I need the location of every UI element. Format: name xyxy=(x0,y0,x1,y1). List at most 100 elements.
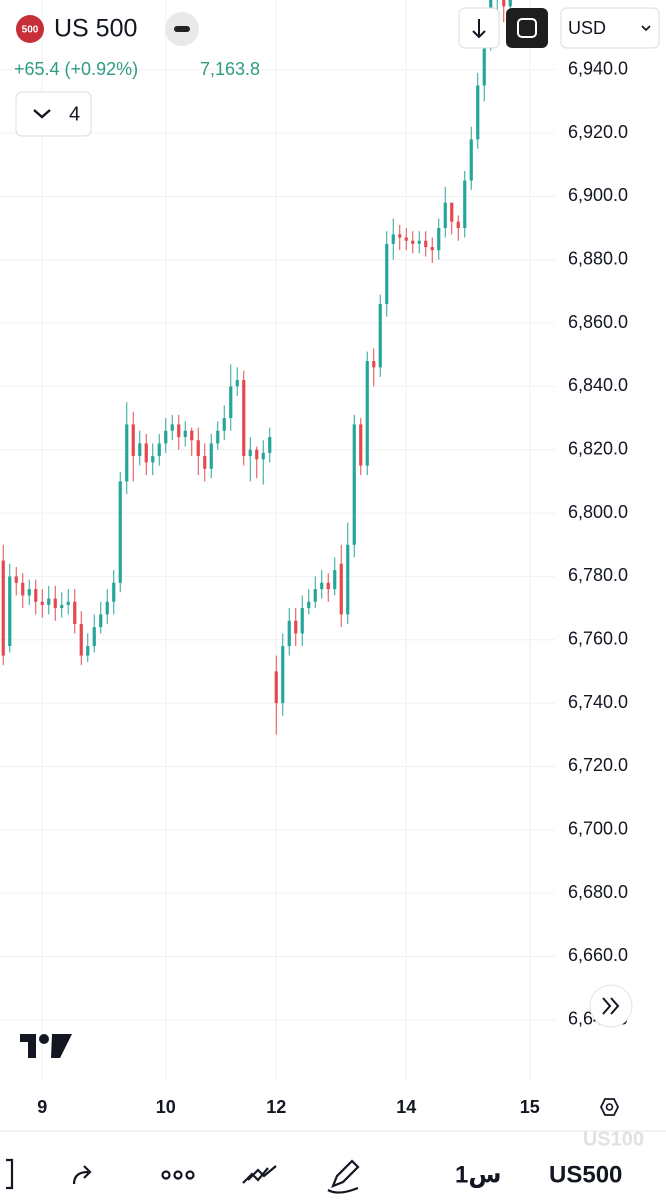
candle-body xyxy=(482,38,486,86)
drawing-button[interactable] xyxy=(327,1159,360,1194)
candle-body xyxy=(60,604,64,609)
candle-body xyxy=(476,85,480,140)
y-tick-label: 6,780.0 xyxy=(568,565,628,585)
indicators-count: 4 xyxy=(69,103,80,125)
y-tick-label: 6,840.0 xyxy=(568,375,628,395)
candle-body xyxy=(287,620,291,647)
candle-body xyxy=(73,601,77,624)
candle-body xyxy=(268,437,272,453)
currency: USD xyxy=(568,18,606,38)
candle-body xyxy=(300,608,304,634)
candle-body xyxy=(157,443,161,457)
candle-body xyxy=(274,671,278,704)
scroll-to-latest-button[interactable] xyxy=(589,984,633,1028)
symbol[interactable]: US 500 xyxy=(54,15,137,43)
candle-body xyxy=(138,443,142,457)
indicators-toggle[interactable] xyxy=(15,91,92,137)
collapse-button[interactable] xyxy=(165,12,199,46)
more-button[interactable] xyxy=(161,1170,195,1180)
tradingview-logo xyxy=(20,1034,72,1058)
y-tick-label: 6,920.0 xyxy=(568,122,628,142)
redo-button[interactable] xyxy=(72,1165,92,1185)
y-tick-label: 6,740.0 xyxy=(568,692,628,712)
candle-body xyxy=(417,240,421,244)
candle-body xyxy=(352,424,356,545)
y-tick-label: 6,760.0 xyxy=(568,629,628,649)
x-tick-label: 15 xyxy=(520,1097,540,1117)
candle-body xyxy=(125,424,129,482)
candle-body xyxy=(203,456,207,469)
candle-body xyxy=(92,627,96,647)
x-tick-label: 12 xyxy=(266,1097,286,1117)
candle-body xyxy=(391,234,395,244)
price-axis: 6,940.0 6,920.0 6,900.0 6,880.0 6,860.0 6,840… xyxy=(568,58,628,1028)
time-axis: 9 10 12 14 15 xyxy=(37,1097,540,1117)
watermark: US100 xyxy=(583,1128,644,1150)
candle-body xyxy=(27,589,31,596)
candle-body xyxy=(196,440,200,457)
candle-body xyxy=(437,228,441,251)
candle-body xyxy=(313,589,317,602)
candle-body xyxy=(21,582,25,596)
badge-text: 500 xyxy=(22,25,39,36)
candle-body xyxy=(164,430,168,444)
candle-body xyxy=(255,449,259,460)
candle-body xyxy=(235,380,239,387)
candle-body xyxy=(118,481,122,583)
layout-button[interactable] xyxy=(6,1158,14,1190)
candle-body xyxy=(40,601,44,605)
currency-select[interactable] xyxy=(560,7,660,49)
y-tick-label: 6,800.0 xyxy=(568,502,628,522)
candle-body xyxy=(320,582,324,590)
candle-body xyxy=(346,544,350,615)
candle-body xyxy=(14,576,18,583)
candle-body xyxy=(378,304,382,368)
settings-button[interactable] xyxy=(599,1098,620,1116)
candle-body xyxy=(131,424,135,457)
candle-body xyxy=(281,646,285,704)
y-tick-label: 6,700.0 xyxy=(568,819,628,839)
candle-body xyxy=(66,601,70,605)
candle-body xyxy=(469,139,473,181)
candle-body xyxy=(385,243,389,305)
x-tick-label: 14 xyxy=(396,1097,416,1117)
candle-body xyxy=(359,424,363,466)
candle-body xyxy=(404,237,408,241)
symbol-select[interactable]: US500 xyxy=(549,1161,622,1188)
candle-body xyxy=(229,386,233,419)
interval[interactable]: 1س xyxy=(455,1161,501,1188)
y-tick-label: 6,860.0 xyxy=(568,312,628,332)
y-tick-label: 6,940.0 xyxy=(568,58,628,78)
candle-body xyxy=(216,430,220,444)
candle-body xyxy=(443,202,447,229)
y-tick-label: 6,900.0 xyxy=(568,185,628,205)
last-price: 7,163.8 xyxy=(200,59,260,79)
y-tick-label: 6,720.0 xyxy=(568,755,628,775)
candle-body xyxy=(177,424,181,438)
candle-body xyxy=(170,424,174,431)
candle-body xyxy=(398,234,402,238)
candle-body xyxy=(411,240,415,244)
candle-body xyxy=(105,601,109,615)
toolbar xyxy=(6,1158,360,1194)
candle-body xyxy=(261,452,265,460)
fullscreen-button[interactable] xyxy=(506,8,548,48)
candle-body xyxy=(242,380,246,457)
indicators-button[interactable] xyxy=(242,1165,277,1184)
candle-body xyxy=(424,240,428,248)
candle-body xyxy=(333,570,337,590)
x-tick-label: 9 xyxy=(37,1097,47,1117)
candle-body xyxy=(430,247,434,251)
price-change: +65.4 (+0.92%) xyxy=(14,59,138,79)
candle-body xyxy=(508,0,512,7)
candle-body xyxy=(190,430,194,441)
candle-body xyxy=(144,443,148,463)
candle-body xyxy=(326,582,330,590)
candle-body xyxy=(456,221,460,229)
candle-body xyxy=(463,180,467,229)
candle-body xyxy=(209,443,213,469)
download-button[interactable] xyxy=(458,7,500,49)
candle-body xyxy=(47,598,51,605)
